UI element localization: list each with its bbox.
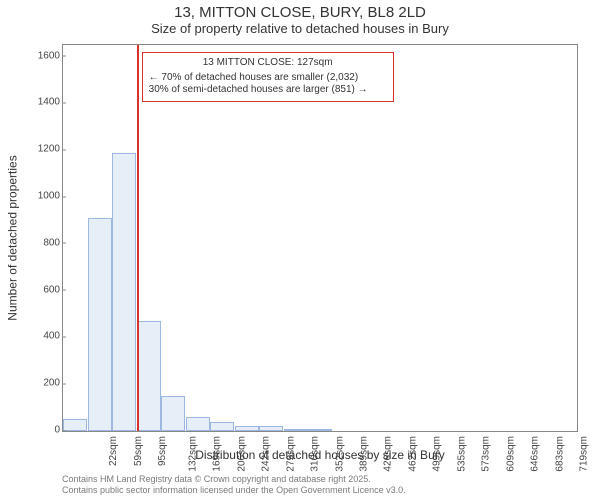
x-tick: 719sqm bbox=[579, 436, 590, 472]
x-axis-label: Distribution of detached houses by size … bbox=[62, 448, 578, 462]
histogram-bar bbox=[284, 429, 308, 431]
histogram-bar bbox=[137, 321, 161, 431]
histogram-bar bbox=[210, 422, 234, 431]
annotation-title: 13 MITTON CLOSE: 127sqm bbox=[149, 57, 387, 70]
attribution: Contains HM Land Registry data © Crown c… bbox=[62, 474, 406, 496]
histogram-bar bbox=[308, 429, 332, 431]
histogram-bar bbox=[112, 153, 136, 431]
y-tick: 1400 bbox=[20, 97, 60, 108]
annotation-line-1: ← 70% of detached houses are smaller (2,… bbox=[149, 72, 387, 85]
chart-title: 13, MITTON CLOSE, BURY, BL8 2LD bbox=[0, 4, 600, 21]
y-tick: 200 bbox=[20, 378, 60, 389]
chart-subtitle: Size of property relative to detached ho… bbox=[0, 21, 600, 36]
y-axis-label-text: Number of detached properties bbox=[6, 155, 20, 320]
y-tick: 1000 bbox=[20, 191, 60, 202]
y-tick: 400 bbox=[20, 331, 60, 342]
y-tick: 600 bbox=[20, 284, 60, 295]
y-tick: 1200 bbox=[20, 144, 60, 155]
title-block: 13, MITTON CLOSE, BURY, BL8 2LD Size of … bbox=[0, 4, 600, 36]
histogram-bar bbox=[186, 417, 210, 431]
y-tick: 800 bbox=[20, 237, 60, 248]
property-marker-line bbox=[137, 45, 139, 431]
y-tick: 1600 bbox=[20, 50, 60, 61]
annotation-line-2: 30% of semi-detached houses are larger (… bbox=[149, 84, 387, 97]
histogram-bar bbox=[235, 426, 259, 431]
histogram-bar bbox=[259, 426, 283, 431]
histogram-bar bbox=[161, 396, 185, 431]
y-tick: 0 bbox=[20, 425, 60, 436]
plot-area: 13 MITTON CLOSE: 127sqm ← 70% of detached… bbox=[62, 44, 578, 432]
y-axis-label: Number of detached properties bbox=[6, 44, 20, 432]
annotation-box: 13 MITTON CLOSE: 127sqm ← 70% of detached… bbox=[142, 52, 394, 102]
chart-container: 13, MITTON CLOSE, BURY, BL8 2LD Size of … bbox=[0, 0, 600, 500]
attribution-line-1: Contains HM Land Registry data © Crown c… bbox=[62, 474, 406, 485]
attribution-line-2: Contains public sector information licen… bbox=[62, 485, 406, 496]
histogram-bar bbox=[88, 218, 112, 431]
histogram-bar bbox=[63, 419, 87, 431]
